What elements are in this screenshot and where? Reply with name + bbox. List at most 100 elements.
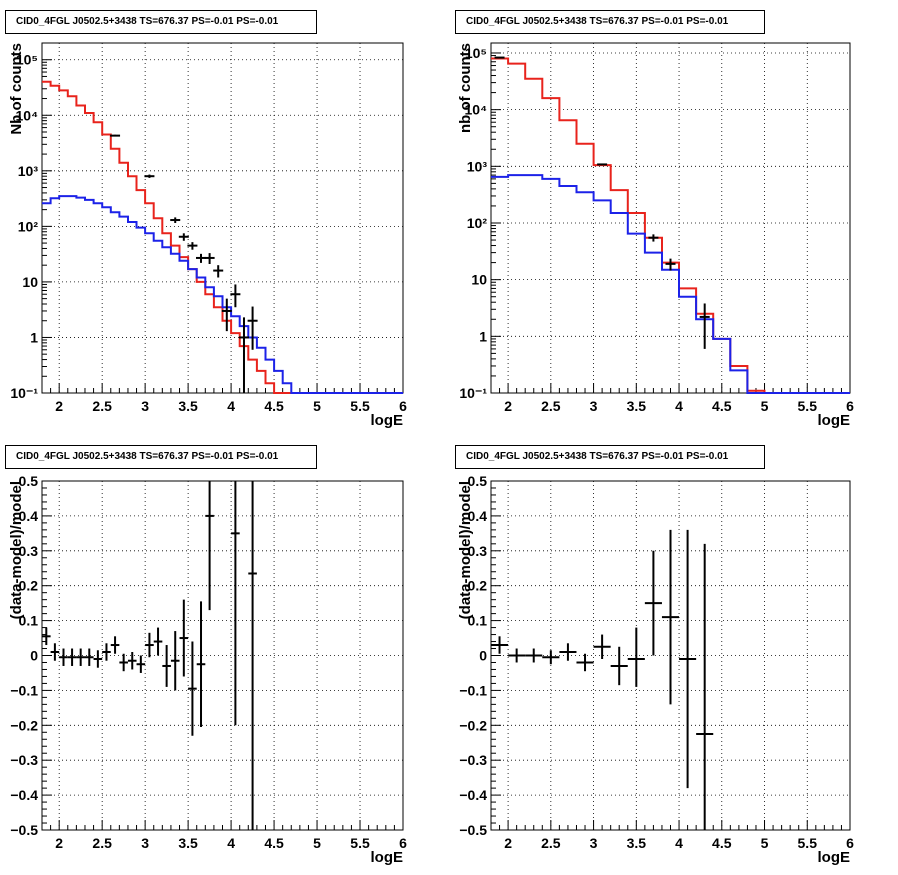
chart-title: CID0_4FGL J0502.5+3438 TS=676.37 PS=-0.0… [455,445,765,469]
residual-point [136,655,146,673]
data-point [170,217,181,223]
x-tick-label: 3 [590,835,598,851]
y-tick-label: 0.1 [19,613,39,629]
chart-title: CID0_4FGL J0502.5+3438 TS=676.37 PS=-0.0… [455,10,765,34]
x-tick-label: 4 [675,398,683,414]
data-point [204,253,215,265]
residual-point [153,627,163,656]
x-tick-label: 6 [399,835,407,851]
y-tick-label: 0 [479,648,487,664]
model-source-histogram [42,195,403,394]
y-tick-label: 10⁻¹ [459,385,487,401]
chart-title: CID0_4FGL J0502.5+3438 TS=676.37 PS=-0.0… [5,445,317,469]
residual-point [661,529,680,705]
residual-point [127,652,137,670]
residual-point [76,648,85,666]
y-tick-label: −0.4 [459,787,487,803]
residual-point [170,631,180,691]
residual-point [593,634,611,659]
y-tick-label: −0.3 [459,752,487,768]
residual-point [188,641,197,736]
x-tick-label: 3.5 [178,398,198,414]
y-tick-label: 0.3 [468,543,488,559]
y-tick-label: 10² [18,218,39,234]
y-tick-label: −0.2 [10,717,38,733]
data-point [648,234,659,242]
y-tick-label: −0.3 [10,752,38,768]
y-axis-label: nb of counts [457,43,474,133]
x-tick-label: 2 [55,398,63,414]
residual-point [231,481,240,726]
data-point [110,134,121,137]
x-tick-label: 4.5 [264,398,284,414]
residual-point [84,648,94,666]
residual-point [679,529,697,789]
x-tick-label: 6 [846,398,854,414]
y-tick-label: 0 [30,648,38,664]
x-axis-label: logE [371,849,404,866]
y-tick-label: 1 [30,329,38,345]
x-axis-label: logE [818,412,851,429]
data-point [178,233,189,241]
x-tick-label: 2 [504,835,512,851]
y-tick-label: 10³ [18,163,39,179]
residual-point [644,550,662,656]
y-tick-label: 0.5 [468,473,488,489]
residual-point [508,648,526,663]
y-tick-label: −0.5 [10,822,38,838]
x-tick-label: 3.5 [627,398,647,414]
x-tick-label: 5.5 [350,398,370,414]
residual-point [248,481,257,830]
residual-point [627,627,645,687]
x-tick-label: 4 [227,398,235,414]
residual-point [59,648,68,666]
residual-point [559,643,577,661]
y-tick-label: 10⁵ [465,45,487,61]
x-tick-label: 2 [504,398,512,414]
y-tick-label: 10⁻¹ [10,385,38,401]
y-tick-label: −0.2 [459,717,487,733]
chart-title: CID0_4FGL J0502.5+3438 TS=676.37 PS=-0.0… [5,10,317,34]
x-tick-label: 4 [675,835,683,851]
y-axis-label: (data-model)/model [8,481,25,619]
residual-point [110,636,120,654]
x-tick-label: 4 [227,835,235,851]
x-tick-label: 3 [590,398,598,414]
residual-point [179,599,189,677]
residual-point [67,648,77,666]
x-tick-label: 5.5 [798,835,818,851]
residual-point [610,646,628,686]
x-tick-label: 5 [761,398,769,414]
data-point [230,284,241,308]
residual-point [576,653,594,672]
y-tick-label: 10⁴ [465,102,488,118]
residual-point [525,648,543,663]
y-tick-label: −0.4 [10,787,38,803]
y-tick-label: 10² [467,215,488,231]
x-axis-label: logE [371,412,404,429]
data-point [221,298,232,332]
y-tick-label: −0.1 [10,682,38,698]
x-tick-label: 5 [761,835,769,851]
x-tick-label: 4.5 [712,398,732,414]
y-tick-label: 10³ [467,158,488,174]
y-tick-label: 0.2 [19,578,39,594]
residual-point [145,632,154,658]
data-point [196,253,207,263]
y-tick-label: −0.5 [459,822,487,838]
x-tick-label: 2.5 [541,398,561,414]
y-tick-label: 10 [471,272,487,288]
x-tick-label: 5.5 [350,835,370,851]
y-tick-label: 0.4 [468,508,488,524]
x-tick-label: 6 [846,835,854,851]
residual-point [50,643,60,661]
model-source-histogram [491,174,850,394]
x-tick-label: 5 [313,835,321,851]
x-axis-label: logE [818,849,851,866]
residual-point [93,650,103,668]
y-tick-label: 10⁵ [16,52,38,68]
